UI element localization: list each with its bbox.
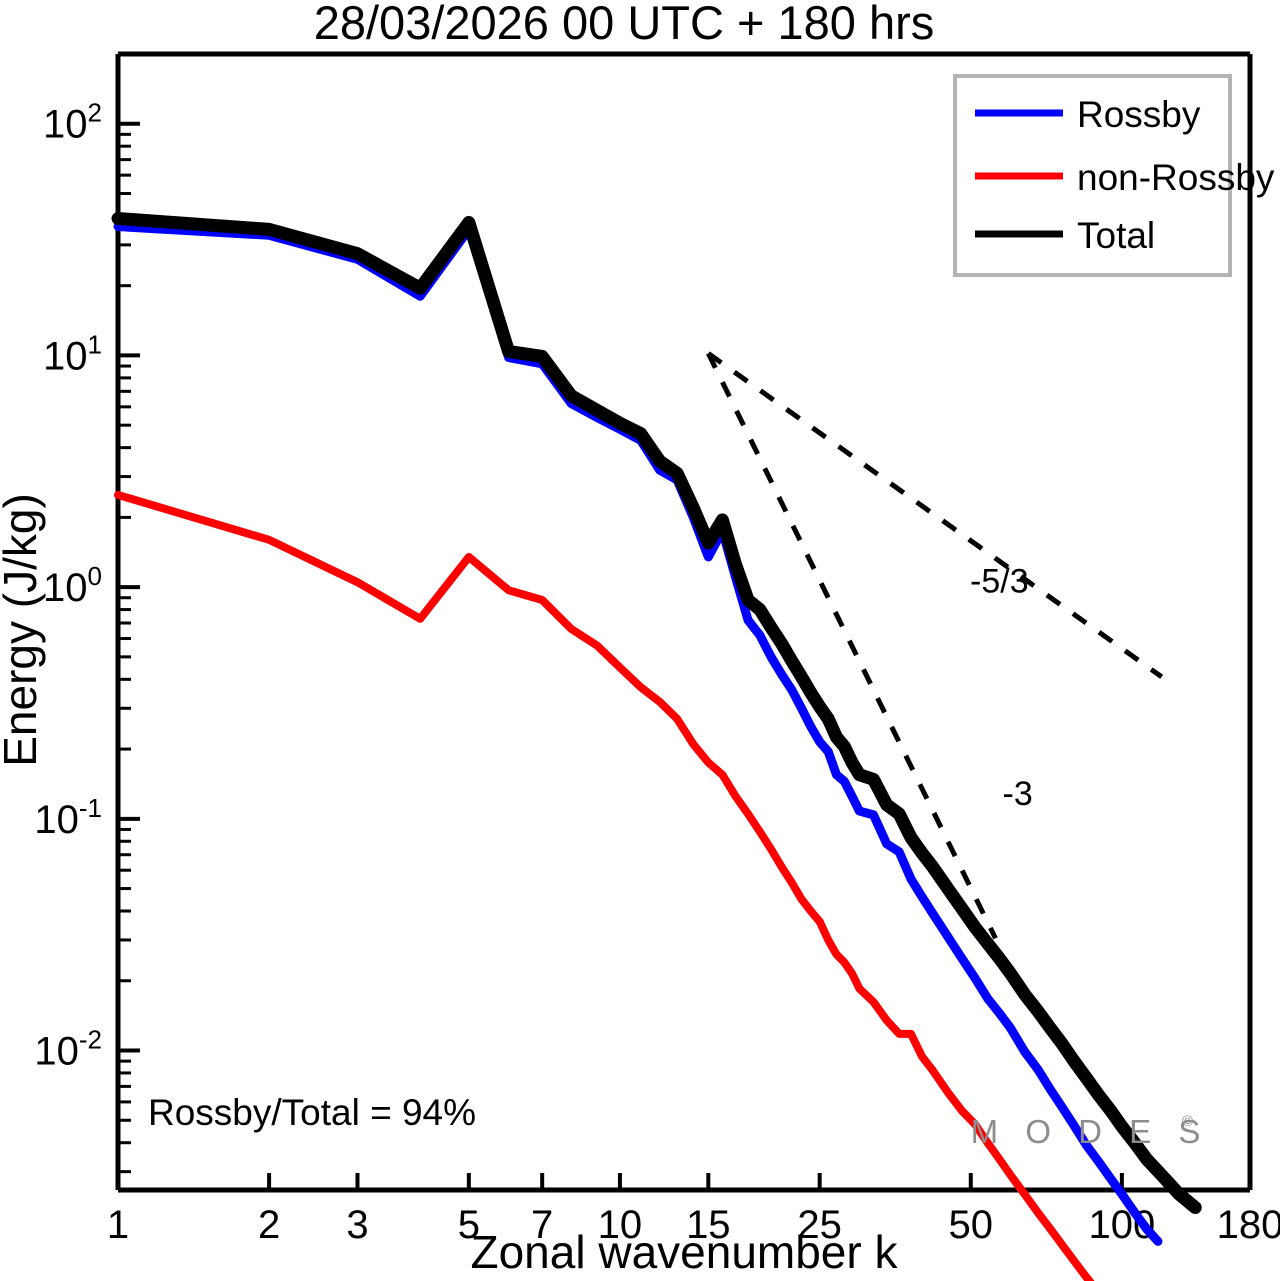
legend-label-total[interactable]: Total (1077, 215, 1155, 256)
watermark-label: M O D E S (971, 1113, 1210, 1150)
reference-line--3 (706, 352, 998, 940)
x-tick-label-25: 25 (797, 1203, 842, 1247)
x-axis-tick-labels: 1 2 3 5 7 10 15 25 50 100 180 (107, 1203, 1280, 1247)
rossby-total-ratio: Rossby/Total = 94% (148, 1092, 476, 1133)
annotations-group: Rossby/Total = 94% (148, 1092, 476, 1133)
data-series-group (111, 211, 1202, 1281)
x-tick-label-3: 3 (346, 1203, 368, 1247)
x-tick-label-2: 2 (258, 1203, 280, 1247)
reference-label--5-3: -5/3 (970, 562, 1029, 600)
modes-watermark: M O D E S© (971, 1113, 1210, 1150)
reference-lines-group (706, 351, 1164, 940)
series-line-non-rossby (114, 490, 1095, 1281)
y-axis-ticks (118, 52, 140, 1174)
y-axis-title: Energy (J/kg) (0, 493, 46, 767)
chart-title: 28/03/2026 00 UTC + 180 hrs (314, 0, 935, 49)
x-tick-label-5: 5 (458, 1203, 480, 1247)
x-axis-ticks (116, 1173, 1252, 1190)
x-tick-label-10: 10 (598, 1203, 643, 1247)
x-axis-title: Zonal wavenumber k (471, 1226, 899, 1278)
watermark-copyright-icon: © (1182, 1113, 1193, 1130)
reference-line-labels: -5/3 -3 (970, 562, 1033, 812)
x-tick-label-180: 180 (1217, 1203, 1280, 1247)
x-tick-label-15: 15 (686, 1203, 731, 1247)
series-line-total (111, 211, 1202, 1215)
x-tick-label-50: 50 (949, 1203, 994, 1247)
legend-label-non-rossby[interactable]: non-Rossby (1077, 157, 1275, 198)
chart-legend[interactable]: Rossby non-Rossby Total (953, 74, 1275, 277)
legend-label-rossby[interactable]: Rossby (1077, 94, 1201, 135)
x-tick-label-1: 1 (107, 1203, 129, 1247)
reference-label--3: -3 (1003, 775, 1033, 813)
axes-frame (115, 51, 1253, 1193)
x-tick-label-7: 7 (531, 1203, 553, 1247)
